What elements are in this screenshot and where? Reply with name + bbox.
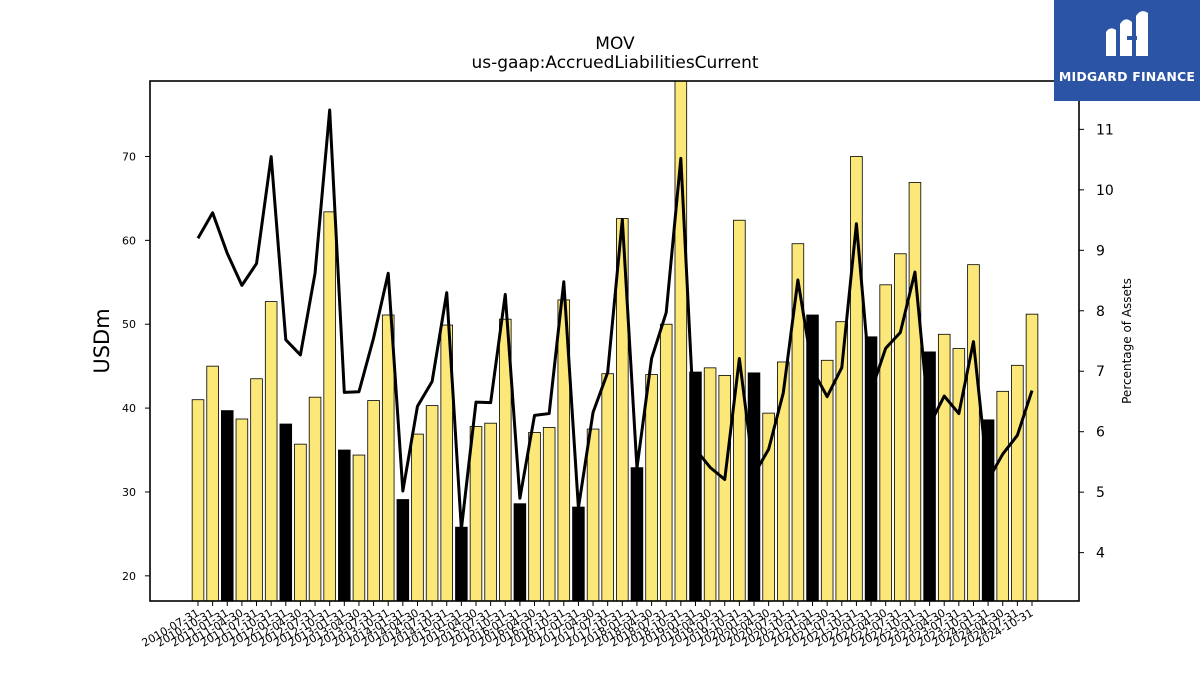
bar xyxy=(323,211,336,602)
bar xyxy=(806,314,819,602)
y-tick-label: 60 xyxy=(122,234,136,247)
y-tick-label: 70 xyxy=(122,150,136,163)
bar xyxy=(996,390,1009,602)
y2-tick-label: 8 xyxy=(1096,304,1105,320)
plot-frame xyxy=(149,80,1080,602)
bar xyxy=(733,219,746,602)
bar xyxy=(894,253,907,602)
bar xyxy=(586,428,600,602)
y-axis-right: 4 5 6 7 8 9 10 11 xyxy=(1079,122,1114,562)
chart-title: MOV xyxy=(595,34,635,54)
brand-name: MIDGARD FINANCE xyxy=(1058,69,1196,84)
bar xyxy=(703,367,717,602)
x-axis: 2010-07-312010-10-312011-01-312011-04-30… xyxy=(140,601,1036,650)
y2-tick-label: 5 xyxy=(1096,485,1105,501)
bar xyxy=(601,373,614,602)
bar xyxy=(221,410,234,602)
bar xyxy=(396,499,410,602)
y-tick-label: 40 xyxy=(122,402,136,415)
percent-line-series xyxy=(196,108,1034,531)
bar-series xyxy=(191,80,1039,602)
bar xyxy=(762,412,775,602)
y2-tick-label: 6 xyxy=(1096,425,1105,441)
bar xyxy=(425,405,439,602)
bar xyxy=(659,323,673,602)
bar xyxy=(689,371,702,602)
bar xyxy=(308,396,322,602)
y2-tick-label: 7 xyxy=(1096,364,1105,380)
bar xyxy=(747,372,761,602)
y-tick-label: 50 xyxy=(122,318,136,331)
y-tick-label: 30 xyxy=(122,486,136,499)
bar xyxy=(264,301,278,602)
y2-axis-label: Percentage of Assets xyxy=(1120,278,1134,404)
chart-subtitle: us-gaap:AccruedLiabilitiesCurrent xyxy=(471,53,758,73)
bar xyxy=(352,454,366,602)
y-tick-label: 20 xyxy=(122,570,136,583)
bar xyxy=(381,314,395,602)
bar xyxy=(542,426,556,602)
bar xyxy=(908,182,922,602)
y-axis-label: USDm xyxy=(90,308,114,373)
bar xyxy=(484,422,497,602)
y2-tick-label: 11 xyxy=(1096,122,1114,138)
bar xyxy=(411,433,424,602)
percent-line xyxy=(196,108,1034,531)
bar xyxy=(469,426,483,602)
bar xyxy=(967,264,980,602)
bar xyxy=(338,449,351,602)
bar xyxy=(294,443,307,602)
y-axis-left: 20 30 40 50 60 70 xyxy=(122,150,150,583)
bar xyxy=(1011,364,1024,602)
brand-logo: MIDGARD FINANCE xyxy=(1054,0,1200,101)
bar xyxy=(879,284,892,602)
bar xyxy=(206,365,219,602)
bar xyxy=(367,400,380,602)
y2-tick-label: 9 xyxy=(1096,243,1105,259)
bar xyxy=(572,506,585,602)
bar xyxy=(937,333,951,602)
bar xyxy=(1025,313,1039,602)
bar xyxy=(191,399,205,602)
bar xyxy=(630,467,644,602)
y2-tick-label: 4 xyxy=(1096,546,1105,562)
bar xyxy=(250,378,263,602)
bar xyxy=(718,374,731,602)
bar xyxy=(528,432,541,602)
y2-tick-label: 10 xyxy=(1096,183,1114,199)
bar xyxy=(279,423,293,602)
bar xyxy=(455,526,468,602)
midgard-logo-icon xyxy=(1106,11,1148,56)
bar xyxy=(645,374,658,602)
bar xyxy=(235,418,249,602)
bar xyxy=(513,503,527,602)
